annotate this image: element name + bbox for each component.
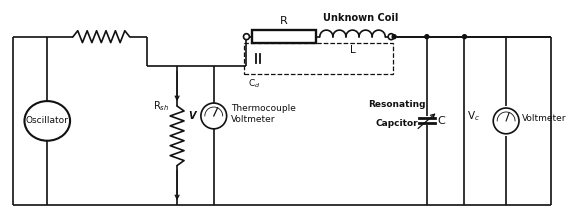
Text: Capcitor: Capcitor [376,119,418,128]
Text: Resonating: Resonating [368,100,426,109]
Bar [245,43,393,74]
Text: C$_{d}$: C$_{d}$ [248,77,261,90]
Text: Voltmeter: Voltmeter [522,114,567,123]
Circle shape [463,35,466,39]
Circle shape [493,108,519,134]
Text: L: L [350,45,355,55]
Text: Unknown Coil: Unknown Coil [323,13,398,23]
Text: R$_{sh}$: R$_{sh}$ [153,99,170,113]
Text: V$_c$: V$_c$ [467,109,481,123]
Bar [252,30,316,43]
Text: Oscillator: Oscillator [26,116,69,125]
Text: Thermocouple
Voltmeter: Thermocouple Voltmeter [231,104,295,124]
Text: C: C [438,116,445,126]
Text: V: V [189,111,196,121]
Text: R: R [280,16,288,26]
Bar [253,31,315,42]
Circle shape [425,35,429,39]
Circle shape [201,103,227,129]
Circle shape [392,35,396,39]
Circle shape [243,34,249,40]
Circle shape [388,34,394,40]
Bar [252,30,316,43]
